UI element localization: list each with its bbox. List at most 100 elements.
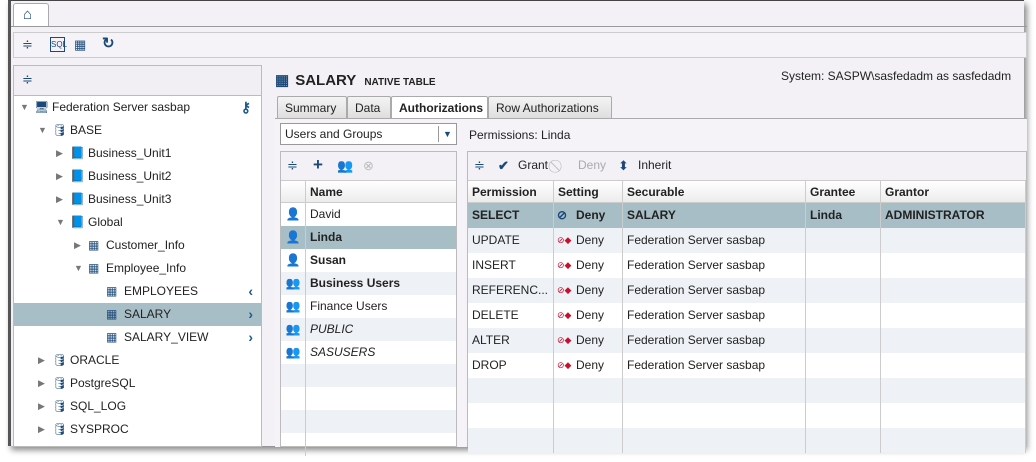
menu-icon[interactable]: ≑	[22, 72, 33, 88]
tree-item[interactable]: ▼🛢BASE	[14, 119, 261, 142]
cell-grantor: ADMINISTRATOR	[881, 203, 1026, 228]
column-header-name[interactable]: Name	[306, 181, 456, 203]
securable-text: Federation Server sasbap	[627, 233, 765, 247]
tree-item[interactable]: ▶🛢ORACLE	[14, 349, 261, 372]
expanded-icon[interactable]: ▼	[74, 257, 83, 280]
user-name: Business Users	[306, 272, 400, 295]
menu-icon[interactable]: ≑	[474, 158, 485, 174]
chevron-right-icon[interactable]: ›	[248, 326, 253, 349]
column-header-permission[interactable]: Permission	[468, 181, 554, 203]
column-header-grantor[interactable]: Grantor	[881, 181, 1026, 203]
tree-item[interactable]: ▦SALARY_VIEW›	[14, 326, 261, 349]
collapsed-icon[interactable]: ▶	[74, 234, 81, 257]
list-item[interactable]: 👤David	[281, 203, 456, 226]
empty-row	[281, 410, 456, 433]
deny-button[interactable]: Deny	[578, 158, 606, 172]
tree-item[interactable]: ▶🛢SQL_LOG	[14, 395, 261, 418]
tab-authorizations[interactable]: Authorizations	[391, 96, 488, 120]
tree-item-label: ORACLE	[70, 349, 119, 372]
schedule-icon[interactable]: ▦	[74, 37, 86, 53]
grant-button[interactable]: Grant	[518, 158, 548, 172]
tree-item[interactable]: ▼📘Global	[14, 211, 261, 234]
table-row[interactable]: ALTER⊘◆DenyFederation Server sasbap	[468, 328, 1026, 353]
permission-text: INSERT	[472, 258, 516, 272]
users-filter-select[interactable]: Users and Groups▼	[280, 123, 457, 145]
user-name: Linda	[306, 226, 342, 249]
setting-text: Deny	[576, 333, 604, 347]
cell-securable: Federation Server sasbap	[623, 328, 806, 353]
chevron-left-icon[interactable]: ‹	[248, 280, 253, 303]
list-item[interactable]: 👥Business Users	[281, 272, 456, 295]
expanded-icon[interactable]: ▼	[56, 211, 65, 234]
key-icon: ⚷	[241, 96, 251, 119]
table-row[interactable]: DELETE⊘◆DenyFederation Server sasbap	[468, 303, 1026, 328]
column-header-grantee[interactable]: Grantee	[806, 181, 881, 203]
empty-row	[281, 433, 456, 456]
menu-icon[interactable]: ≑	[287, 158, 298, 174]
inherit-button[interactable]: Inherit	[638, 158, 671, 172]
cell-securable: Federation Server sasbap	[623, 253, 806, 278]
column-header-securable[interactable]: Securable	[623, 181, 806, 203]
permission-text: UPDATE	[472, 233, 520, 247]
collapsed-icon[interactable]: ▶	[56, 142, 63, 165]
securable-text: Federation Server sasbap	[627, 333, 765, 347]
group-icon: 👥	[281, 272, 306, 295]
expanded-icon[interactable]: ▼	[38, 119, 47, 142]
table-row[interactable]: INSERT⊘◆DenyFederation Server sasbap	[468, 253, 1026, 278]
schema-icon: ▦	[88, 234, 99, 257]
cell-setting: ⊘◆Deny	[554, 353, 623, 378]
cell-setting	[554, 428, 623, 453]
permission-text: DROP	[472, 358, 507, 372]
database-icon: 🛢	[52, 418, 67, 441]
add-icon[interactable]: +	[313, 157, 323, 173]
tree-item[interactable]: ▶📘Business_Unit3	[14, 188, 261, 211]
table-row[interactable]: DROP⊘◆DenyFederation Server sasbap	[468, 353, 1026, 378]
list-item[interactable]: 👥Finance Users	[281, 295, 456, 318]
list-item[interactable]: 👥SASUSERS	[281, 341, 456, 364]
securable-text: Federation Server sasbap	[627, 258, 765, 272]
collapsed-icon[interactable]: ▶	[38, 349, 45, 372]
tree-item[interactable]: ▦SALARY›	[14, 303, 261, 326]
chevron-down-icon[interactable]: ▼	[438, 126, 456, 142]
collapsed-icon[interactable]: ▶	[56, 165, 63, 188]
tree-item[interactable]: ▶🛢SYSPROC	[14, 418, 261, 441]
sql-icon[interactable]: SQL	[50, 37, 65, 52]
tree-item[interactable]: ▶📘Business_Unit1	[14, 142, 261, 165]
tree-item[interactable]: ▼▦Employee_Info	[14, 257, 261, 280]
collapsed-icon[interactable]: ▶	[38, 418, 45, 441]
tab-row-authorizations[interactable]: Row Authorizations	[488, 96, 612, 119]
chevron-right-icon[interactable]: ›	[248, 303, 253, 326]
cell-setting	[554, 403, 623, 428]
tree-toolbar: ≑	[14, 66, 261, 96]
list-item[interactable]: 👥PUBLIC	[281, 318, 456, 341]
collapsed-icon[interactable]: ▶	[38, 372, 45, 395]
table-row[interactable]: SELECT⊘DenySALARYLindaADMINISTRATOR	[468, 203, 1026, 228]
tree-item[interactable]: ▶📘Business_Unit2	[14, 165, 261, 188]
tab-data[interactable]: Data	[347, 96, 391, 119]
tree-item[interactable]: ▦EMPLOYEES‹	[14, 280, 261, 303]
table-row[interactable]: REFERENC...⊘◆DenyFederation Server sasba…	[468, 278, 1026, 303]
menu-icon[interactable]: ≑	[22, 37, 33, 53]
cell-permission: DELETE	[468, 303, 554, 328]
table-row[interactable]: UPDATE ⊘◆Deny Federation Server sasbap	[468, 228, 1026, 253]
tab-home[interactable]: ⌂	[13, 3, 49, 27]
cell-securable	[623, 403, 806, 428]
tree-item-label: PostgreSQL	[70, 372, 135, 395]
refresh-icon[interactable]: ↻	[102, 36, 115, 52]
list-item[interactable]: 👤Susan	[281, 249, 456, 272]
tree-item[interactable]: ▼🖥Federation Server sasbap⚷	[14, 96, 261, 119]
add-group-icon[interactable]: 👥	[337, 158, 353, 174]
tree-item[interactable]: ▶▦Customer_Info	[14, 234, 261, 257]
column-header-setting[interactable]: Setting	[554, 181, 623, 203]
cell-setting: ⊘◆Deny	[554, 228, 623, 253]
securable-text: Federation Server sasbap	[627, 308, 765, 322]
cell-grantee	[806, 378, 881, 403]
collapsed-icon[interactable]: ▶	[38, 395, 45, 418]
tab-summary[interactable]: Summary	[277, 96, 347, 119]
table-icon: ▦	[275, 72, 289, 89]
expanded-icon[interactable]: ▼	[20, 96, 29, 119]
tree-item[interactable]: ▶🛢PostgreSQL	[14, 372, 261, 395]
list-item[interactable]: 👤Linda	[281, 226, 456, 249]
collapsed-icon[interactable]: ▶	[56, 188, 63, 211]
setting-text: Deny	[576, 233, 604, 247]
